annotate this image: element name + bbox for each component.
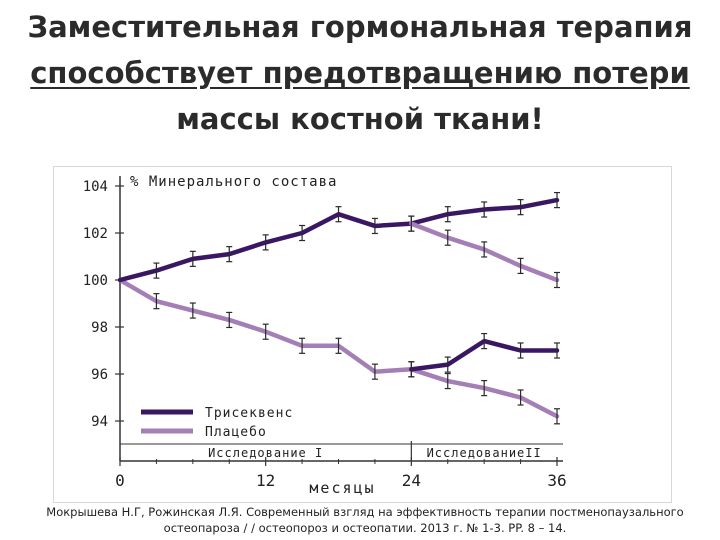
slide-title: Заместительная гормональная терапия спос… — [0, 4, 720, 142]
y-axis-label: % Минерального состава — [130, 174, 337, 190]
y-tick-label: 98 — [91, 320, 108, 336]
y-tick-label: 94 — [91, 414, 108, 430]
caption-line-1: Мокрышева Н.Г, Рожинская Л.Я. Современны… — [46, 505, 684, 519]
y-tick-label: 100 — [83, 273, 108, 289]
legend-label-trisequens: Трисеквенс — [205, 406, 293, 421]
title-line-1: Заместительная гормональная терапия — [27, 10, 693, 44]
x-axis-label: месяцы — [309, 479, 375, 497]
x-tick-label: 12 — [256, 471, 275, 490]
x-tick-label: 24 — [402, 471, 421, 490]
x-tick-label: 36 — [547, 471, 566, 490]
title-line-3: массы костной ткани! — [176, 102, 544, 136]
source-caption: Мокрышева Н.Г, Рожинская Л.Я. Современны… — [20, 504, 710, 536]
legend-label-placebo: Плацебо — [205, 425, 267, 440]
y-tick-label: 96 — [91, 367, 108, 383]
y-tick-label: 104 — [83, 179, 108, 195]
title-line-2: способствует предотвращению потери — [30, 56, 690, 90]
phase-label: ИсследованиеII — [427, 446, 542, 460]
bone-density-chart: 94 96 98 100 102 104 % Минерального состава 0 12… — [83, 174, 567, 497]
y-tick-label: 102 — [83, 226, 108, 242]
phase-label: Исследование I — [208, 446, 323, 460]
x-tick-label: 0 — [115, 471, 125, 490]
caption-line-2: остеопароза / / остеопороз и остеопатии.… — [163, 521, 567, 535]
